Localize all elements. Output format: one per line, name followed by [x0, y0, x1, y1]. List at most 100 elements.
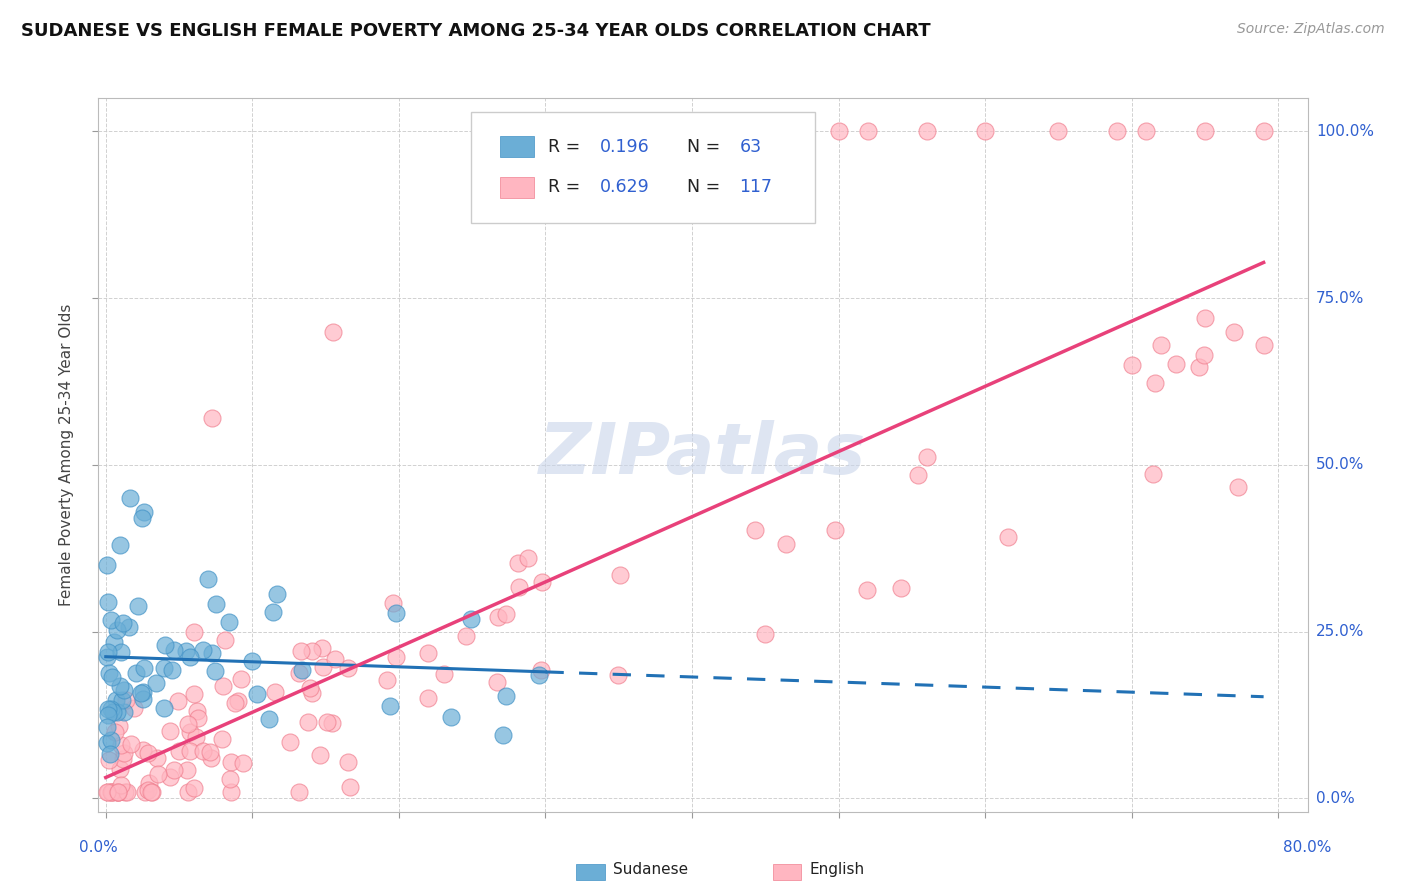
English	[754, 627, 776, 641]
Sudanese	[127, 599, 149, 614]
English	[325, 651, 347, 665]
Sudanese	[160, 663, 183, 677]
Sudanese	[197, 572, 219, 586]
English	[339, 780, 361, 794]
English	[311, 640, 333, 655]
English	[107, 785, 129, 799]
English	[179, 744, 201, 758]
Sudanese	[110, 538, 132, 552]
English	[120, 737, 142, 751]
English	[200, 751, 222, 765]
English	[108, 719, 131, 733]
English	[454, 629, 477, 643]
Sudanese	[96, 720, 118, 734]
Sudanese	[108, 679, 131, 693]
English	[186, 704, 208, 718]
Sudanese	[103, 635, 125, 649]
English	[101, 785, 124, 799]
English	[184, 731, 207, 745]
Sudanese	[204, 664, 226, 678]
Sudanese	[291, 663, 314, 677]
English	[136, 746, 159, 760]
Sudanese	[129, 686, 152, 700]
English	[96, 785, 118, 799]
English	[111, 752, 134, 766]
Sudanese	[105, 693, 128, 707]
English	[139, 785, 162, 799]
English	[115, 693, 138, 707]
English	[183, 687, 205, 701]
English	[312, 660, 335, 674]
English	[134, 785, 156, 799]
English	[506, 556, 529, 570]
English	[308, 747, 330, 762]
English	[974, 124, 997, 138]
Sudanese	[204, 597, 226, 611]
English	[485, 675, 508, 690]
English	[132, 743, 155, 757]
English	[211, 679, 233, 693]
Sudanese	[266, 587, 288, 601]
Sudanese	[163, 643, 186, 657]
English	[105, 785, 128, 799]
English	[145, 751, 167, 765]
Text: English: English	[810, 863, 865, 877]
Y-axis label: Female Poverty Among 25-34 Year Olds: Female Poverty Among 25-34 Year Olds	[59, 304, 75, 606]
English	[159, 724, 181, 739]
English	[97, 753, 120, 767]
English	[298, 681, 321, 696]
Sudanese	[103, 705, 125, 719]
Sudanese	[495, 690, 517, 704]
English	[1188, 359, 1211, 374]
English	[1223, 325, 1246, 339]
Sudanese	[257, 713, 280, 727]
English	[211, 731, 233, 746]
Text: R =: R =	[548, 137, 586, 155]
English	[744, 523, 766, 537]
English	[827, 124, 849, 138]
Sudanese	[105, 706, 128, 720]
English	[321, 716, 343, 731]
English	[219, 772, 242, 787]
Text: 50.0%: 50.0%	[1316, 458, 1364, 473]
Sudanese	[491, 727, 513, 741]
English	[219, 785, 242, 799]
English	[530, 574, 553, 589]
English	[187, 711, 209, 725]
English	[1166, 357, 1188, 371]
Sudanese	[385, 607, 408, 621]
Sudanese	[218, 615, 240, 630]
English	[1047, 124, 1070, 138]
Sudanese	[96, 649, 118, 664]
English	[141, 785, 163, 799]
English	[115, 785, 138, 799]
FancyBboxPatch shape	[501, 136, 534, 157]
Sudanese	[131, 685, 153, 699]
English	[1144, 376, 1167, 390]
Text: N =: N =	[688, 137, 725, 155]
English	[229, 672, 252, 686]
English	[384, 650, 406, 665]
Sudanese	[98, 747, 121, 761]
English	[495, 607, 517, 622]
Sudanese	[100, 613, 122, 627]
English	[890, 582, 912, 596]
Text: 75.0%: 75.0%	[1316, 291, 1364, 306]
English	[201, 411, 224, 425]
Sudanese	[98, 665, 121, 680]
Sudanese	[100, 702, 122, 716]
English	[1194, 311, 1216, 326]
Text: 0.0%: 0.0%	[1316, 791, 1355, 805]
English	[1194, 124, 1216, 138]
Sudanese	[110, 645, 132, 659]
English	[136, 783, 159, 797]
English	[1253, 124, 1275, 138]
English	[432, 667, 454, 681]
Sudanese	[96, 736, 118, 750]
English	[101, 785, 124, 799]
English	[108, 762, 131, 776]
English	[228, 694, 250, 708]
Text: SUDANESE VS ENGLISH FEMALE POVERTY AMONG 25-34 YEAR OLDS CORRELATION CHART: SUDANESE VS ENGLISH FEMALE POVERTY AMONG…	[21, 22, 931, 40]
English	[609, 568, 631, 582]
English	[322, 325, 344, 339]
